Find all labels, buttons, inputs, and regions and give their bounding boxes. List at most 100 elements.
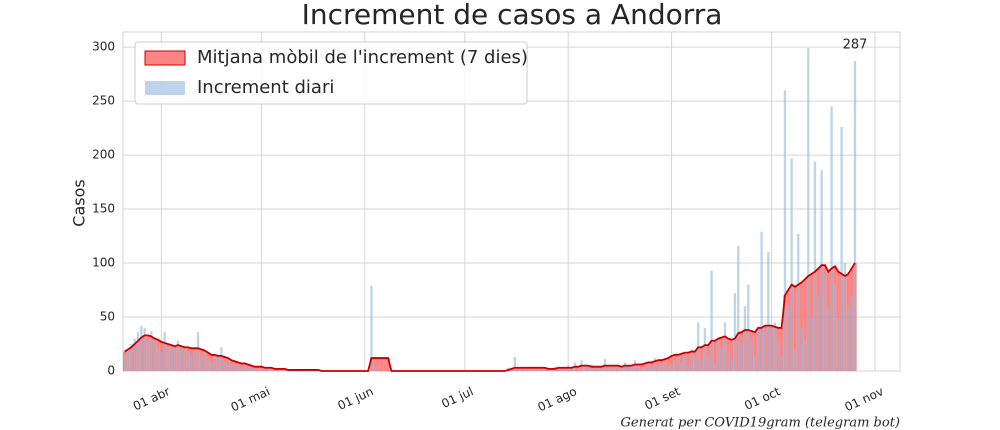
moving-average-bar bbox=[383, 358, 387, 371]
daily-bar bbox=[246, 367, 250, 371]
daily-bar bbox=[843, 263, 847, 371]
moving-average-bar bbox=[649, 362, 654, 371]
daily-bar bbox=[670, 364, 673, 371]
daily-bar bbox=[743, 306, 747, 371]
moving-average-line bbox=[124, 262, 856, 372]
daily-bar bbox=[700, 360, 703, 371]
daily-bar bbox=[820, 170, 823, 371]
daily-bar bbox=[657, 365, 660, 371]
daily-bar bbox=[523, 367, 527, 371]
daily-bar bbox=[143, 327, 146, 371]
daily-bar bbox=[617, 364, 620, 371]
daily-bar bbox=[577, 368, 580, 371]
legend-box bbox=[134, 41, 528, 105]
daily-bar bbox=[767, 252, 770, 371]
daily-bar bbox=[757, 329, 760, 371]
moving-average-bar bbox=[529, 367, 534, 371]
chart-title: Increment de casos a Andorra bbox=[302, 0, 723, 31]
daily-bar bbox=[266, 369, 270, 371]
moving-average-bar bbox=[729, 339, 734, 371]
moving-average-bar bbox=[799, 282, 804, 371]
daily-bar bbox=[260, 368, 263, 371]
moving-average-bar bbox=[276, 368, 280, 371]
x-tick-label: 01 mai bbox=[229, 384, 273, 414]
x-tick-label: 01 abr bbox=[131, 384, 172, 413]
daily-bar bbox=[730, 360, 733, 371]
daily-bar bbox=[737, 245, 740, 371]
daily-bar bbox=[823, 273, 827, 371]
daily-bar bbox=[703, 327, 707, 371]
moving-average-bar bbox=[686, 352, 690, 371]
moving-average-bar bbox=[679, 353, 684, 371]
daily-bar bbox=[186, 351, 190, 371]
daily-bar bbox=[533, 366, 537, 371]
daily-bar bbox=[650, 367, 653, 371]
legend-label: Mitjana mòbil de l'increment (7 dies) bbox=[197, 47, 528, 68]
daily-bar bbox=[183, 349, 186, 371]
daily-bar bbox=[250, 366, 253, 371]
daily-bar bbox=[206, 360, 210, 371]
daily-bar bbox=[153, 338, 156, 371]
daily-bar bbox=[173, 349, 176, 371]
daily-bar bbox=[240, 366, 243, 371]
daily-bar bbox=[720, 347, 723, 371]
daily-bar bbox=[213, 355, 216, 371]
daily-bar bbox=[280, 369, 283, 371]
daily-bar bbox=[156, 347, 160, 371]
daily-bar bbox=[223, 362, 226, 371]
daily-bar bbox=[146, 340, 150, 371]
legend-swatch bbox=[144, 50, 186, 66]
moving-average-bar bbox=[609, 365, 614, 371]
daily-bar bbox=[607, 366, 610, 371]
daily-bar bbox=[610, 368, 613, 371]
legend-label: Increment diari bbox=[197, 77, 334, 98]
daily-bar bbox=[170, 344, 173, 371]
daily-bar bbox=[690, 349, 693, 371]
daily-bar bbox=[623, 362, 627, 371]
daily-bar bbox=[530, 369, 533, 371]
daily-bar bbox=[126, 349, 130, 371]
daily-bar bbox=[513, 356, 517, 371]
daily-bar bbox=[190, 354, 193, 371]
daily-bar bbox=[150, 331, 153, 371]
daily-bar bbox=[847, 306, 850, 371]
daily-bar bbox=[543, 367, 547, 371]
daily-bar bbox=[130, 344, 133, 371]
moving-average-bar bbox=[666, 358, 670, 371]
daily-bar bbox=[557, 367, 560, 371]
moving-average-bar bbox=[376, 358, 380, 371]
daily-bar bbox=[583, 366, 587, 371]
moving-average-bar bbox=[386, 358, 390, 371]
daily-bar bbox=[850, 295, 853, 371]
daily-bar bbox=[176, 340, 180, 371]
daily-bar bbox=[590, 364, 593, 371]
legend-swatch bbox=[145, 81, 185, 95]
daily-bar bbox=[283, 368, 286, 371]
y-tick-label: 250 bbox=[92, 94, 115, 108]
daily-bar bbox=[647, 364, 650, 371]
daily-bar bbox=[653, 358, 657, 371]
daily-bar bbox=[510, 369, 513, 371]
daily-bar bbox=[747, 284, 750, 371]
daily-bar bbox=[620, 366, 623, 371]
daily-bar bbox=[740, 344, 743, 371]
moving-average-bar bbox=[669, 355, 674, 371]
daily-bar bbox=[677, 358, 680, 371]
daily-bar bbox=[193, 347, 196, 371]
daily-bar bbox=[787, 306, 790, 371]
daily-bar bbox=[203, 351, 206, 371]
daily-bar bbox=[693, 358, 697, 371]
moving-average-bar bbox=[539, 367, 544, 371]
footnote: Generat per COVID19gram (telegram bot) bbox=[621, 416, 900, 430]
daily-bar bbox=[803, 338, 807, 371]
daily-bar bbox=[773, 322, 777, 371]
daily-bar bbox=[547, 368, 550, 371]
daily-bar bbox=[840, 127, 843, 371]
daily-bar bbox=[727, 351, 730, 371]
daily-bar bbox=[753, 354, 757, 371]
moving-average-bar bbox=[373, 358, 377, 371]
daily-bar bbox=[763, 327, 767, 371]
daily-bar bbox=[270, 368, 273, 371]
daily-bar bbox=[713, 362, 717, 371]
daily-bar bbox=[263, 367, 266, 371]
